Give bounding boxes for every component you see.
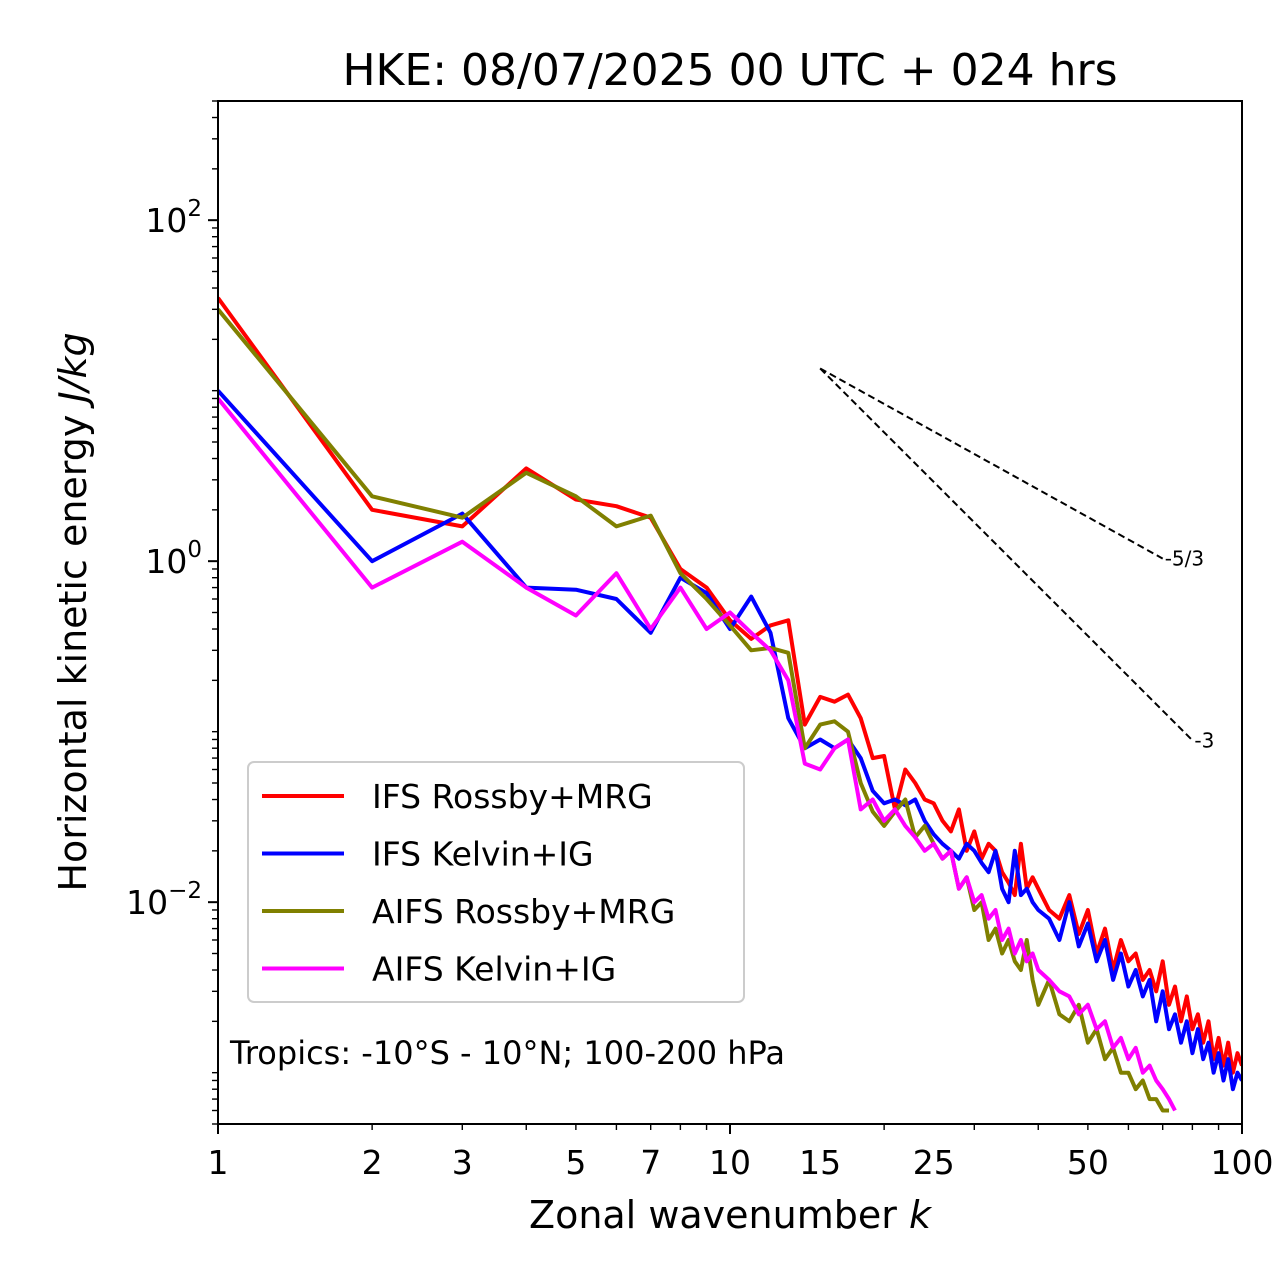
- legend: IFS Rossby+MRG IFS Kelvin+IG AIFS Rossby+M…: [247, 761, 745, 1003]
- legend-label: AIFS Rossby+MRG: [372, 892, 675, 931]
- series-line: [218, 389, 1242, 1092]
- x-tick-label: 100: [1211, 1143, 1274, 1182]
- x-axis-label-text: Zonal wavenumber: [529, 1193, 909, 1237]
- x-axis: 1 2 3 5 7 10 15 25 50 100: [208, 1124, 1274, 1182]
- x-tick-label: 7: [640, 1143, 661, 1182]
- x-tick-label: 5: [565, 1143, 586, 1182]
- y-tick-exponent: −2: [168, 878, 202, 904]
- y-tick-label: 100: [145, 537, 202, 581]
- series-line: [218, 397, 1177, 1112]
- reference-lines: -5/3 -3: [819, 367, 1214, 752]
- legend-label: IFS Rossby+MRG: [372, 777, 653, 816]
- x-axis-label: Zonal wavenumber k: [529, 1193, 933, 1237]
- x-axis-label-var: k: [909, 1193, 933, 1237]
- x-tick-label: 15: [799, 1143, 841, 1182]
- y-tick-exponent: 2: [187, 196, 202, 222]
- y-tick-label: 102: [145, 196, 202, 240]
- legend-label: IFS Kelvin+IG: [372, 835, 594, 874]
- y-axis-label-text: Horizontal kinetic energy: [51, 403, 95, 892]
- y-tick-label: 10−2: [126, 878, 202, 922]
- region-annotation: Tropics: -10°S - 10°N; 100-200 hPa: [229, 1034, 785, 1072]
- legend-frame: [247, 761, 745, 1003]
- y-tick-exponent: 0: [187, 537, 202, 563]
- y-tick-base: 10: [145, 542, 187, 581]
- slope-reference-label: -5/3: [1165, 547, 1204, 571]
- slope-reference-label: -3: [1194, 728, 1214, 752]
- legend-label: AIFS Kelvin+IG: [372, 950, 616, 989]
- y-axis-label-unit: J/kg: [51, 332, 95, 409]
- x-tick-label: 50: [1067, 1143, 1109, 1182]
- series-layer: [218, 296, 1242, 1113]
- y-tick-base: 10: [126, 883, 168, 922]
- x-tick-label: 2: [362, 1143, 383, 1182]
- x-tick-label: 3: [452, 1143, 473, 1182]
- x-tick-label: 10: [709, 1143, 751, 1182]
- chart-title: HKE: 08/07/2025 00 UTC + 024 hrs: [342, 45, 1117, 96]
- y-axis-label: Horizontal kinetic energy J/kg: [51, 332, 95, 891]
- y-tick-base: 10: [145, 201, 187, 240]
- x-tick-label: 1: [208, 1143, 229, 1182]
- x-tick-label: 25: [913, 1143, 955, 1182]
